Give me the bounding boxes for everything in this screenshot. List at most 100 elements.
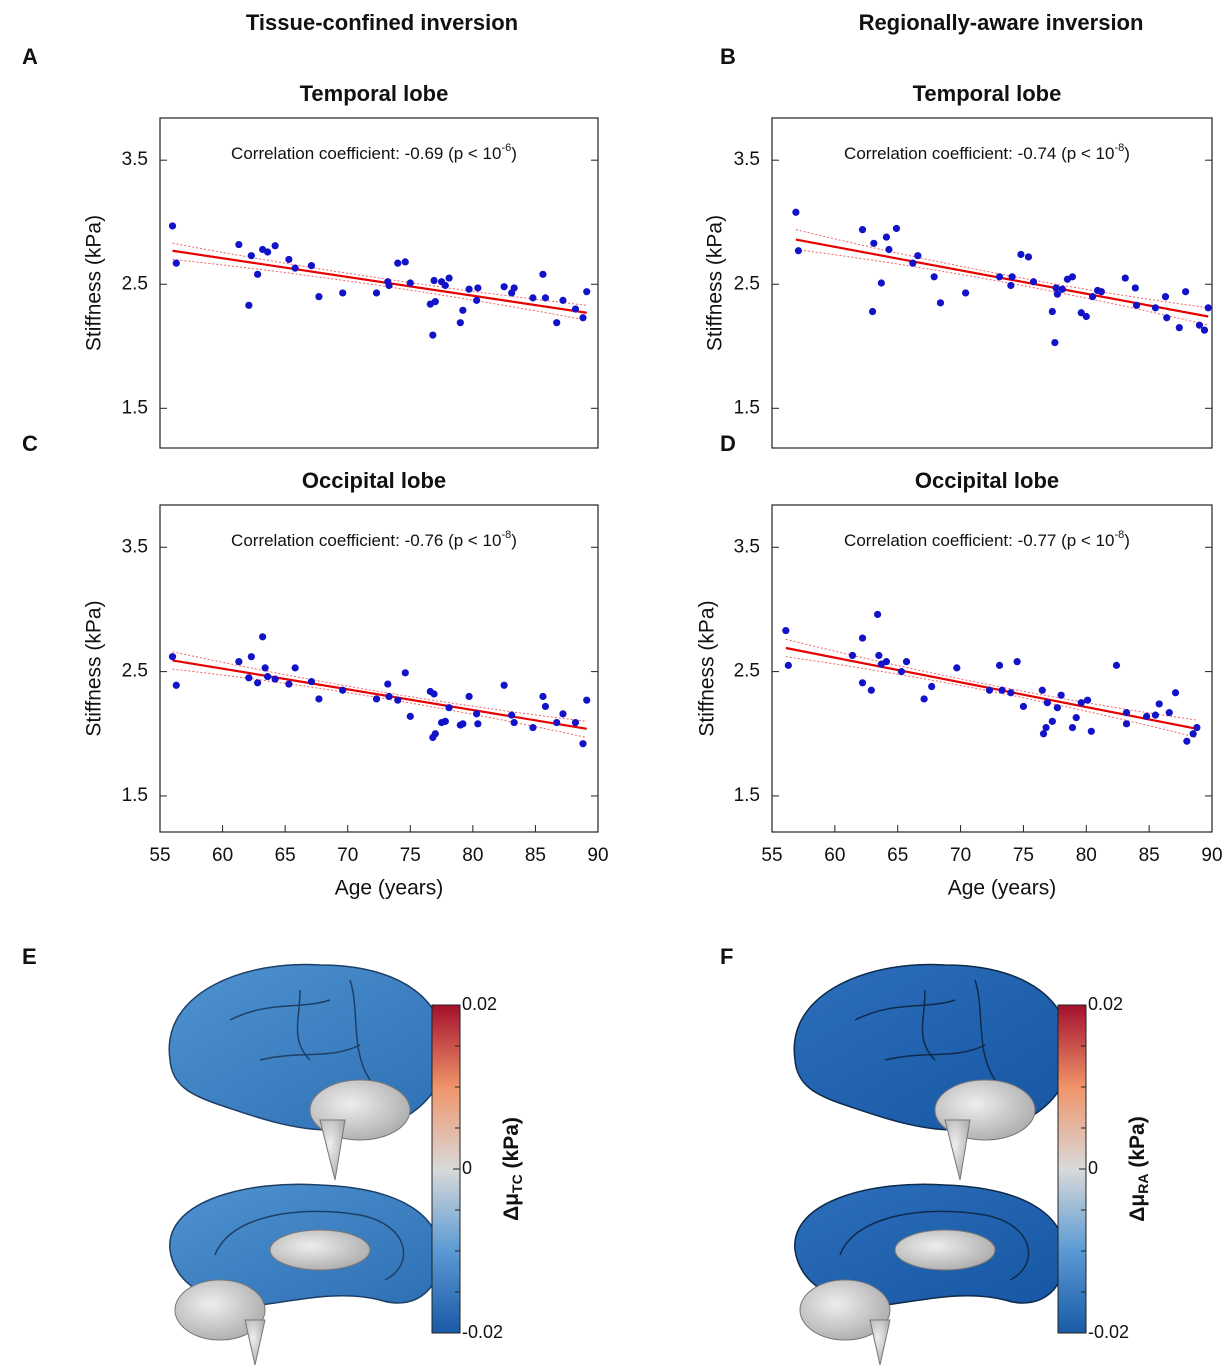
annotation: Correlation coefficient: -0.76 (p < 10-8… <box>231 529 517 551</box>
annotation-text: Correlation coefficient: -0.77 (p < 10 <box>844 531 1114 550</box>
data-point <box>235 240 243 249</box>
data-point <box>1183 737 1191 745</box>
x-tick-label: 90 <box>587 845 608 866</box>
data-point <box>285 255 293 264</box>
data-point <box>885 245 893 254</box>
annotation-end: ) <box>511 144 517 163</box>
data-point <box>1175 324 1183 332</box>
annotation-text: Correlation coefficient: -0.69 (p < 10 <box>231 144 501 163</box>
fit-line <box>172 249 587 314</box>
colorbar-label-subscript: TC <box>509 1174 525 1193</box>
plot-frame <box>159 117 599 449</box>
chart-title: Temporal lobe <box>913 81 1062 106</box>
data-point <box>1013 658 1021 666</box>
y-tick-label: 2.5 <box>734 273 760 294</box>
data-point <box>372 289 381 297</box>
data-point <box>500 283 508 291</box>
colorbar-tick-label: 0.02 <box>1088 994 1123 1014</box>
data-point <box>936 299 945 307</box>
data-point <box>1143 712 1151 720</box>
data-point <box>473 710 481 718</box>
plot-frame <box>159 504 599 833</box>
data-point <box>385 692 393 701</box>
data-point <box>858 634 867 642</box>
annotation-exponent: -8 <box>1114 142 1124 154</box>
data-point <box>406 712 414 720</box>
y-tick-label: 1.5 <box>122 397 148 418</box>
data-point <box>1122 720 1131 728</box>
data-point <box>1042 723 1050 732</box>
x-tick-label: 90 <box>1201 845 1222 866</box>
data-point <box>1058 285 1066 293</box>
data-point <box>394 259 402 267</box>
data-point <box>541 294 550 302</box>
data-point <box>1017 250 1025 259</box>
plot-frame <box>771 117 1213 449</box>
data-point <box>172 259 180 267</box>
colorbar-tick-label: 0 <box>1088 1158 1098 1178</box>
x-tick-label: 55 <box>761 845 782 866</box>
data-point <box>953 664 961 672</box>
data-point <box>897 668 906 676</box>
data-point <box>995 273 1004 281</box>
data-point <box>307 262 316 270</box>
panel-letter: A <box>22 44 38 69</box>
annotation-exponent: -8 <box>501 529 511 541</box>
confidence-band <box>795 229 1209 309</box>
data-point <box>1048 717 1056 725</box>
data-point <box>962 289 970 297</box>
data-point <box>1088 293 1097 301</box>
data-point <box>445 704 453 712</box>
data-point <box>858 679 867 687</box>
data-point <box>1007 689 1015 697</box>
data-point <box>465 692 473 701</box>
data-point <box>254 270 262 278</box>
data-point <box>1024 253 1033 261</box>
data-point <box>882 233 891 241</box>
data-point <box>1189 730 1197 738</box>
panel-letter: C <box>22 431 38 456</box>
data-point <box>902 658 911 666</box>
data-point <box>583 288 591 296</box>
data-point <box>1077 699 1085 707</box>
data-point <box>529 294 537 302</box>
colorbar-tick-label: -0.02 <box>1088 1322 1129 1342</box>
confidence-band <box>785 656 1198 738</box>
data-point <box>792 208 800 216</box>
data-point <box>1087 727 1095 735</box>
y-tick-label: 1.5 <box>122 785 148 806</box>
confidence-band <box>785 638 1197 721</box>
data-point <box>870 239 878 247</box>
y-axis-label: Stiffness (kPa) <box>83 215 106 351</box>
data-point <box>441 281 449 290</box>
annotation-end: ) <box>511 531 517 550</box>
colorbar-label-symbol: Δμ <box>500 1193 523 1221</box>
data-point <box>583 696 591 704</box>
data-point <box>1083 696 1092 704</box>
panel-letter: D <box>720 431 736 456</box>
data-point <box>1200 326 1209 334</box>
data-point <box>559 296 567 304</box>
colorbar-tick-label: 0.02 <box>462 994 497 1014</box>
data-point <box>394 696 402 704</box>
data-point <box>1151 711 1160 719</box>
y-axis-label: Stiffness (kPa) <box>696 600 719 736</box>
data-point <box>571 718 580 727</box>
data-point <box>235 658 243 666</box>
x-tick-label: 75 <box>400 845 421 866</box>
data-point <box>430 690 438 698</box>
data-point <box>1068 273 1077 281</box>
data-point <box>1204 304 1212 312</box>
x-axis-label: Age (years) <box>948 877 1057 900</box>
data-point <box>928 682 936 691</box>
data-point <box>1097 288 1105 296</box>
x-tick-label: 60 <box>824 845 845 866</box>
data-point <box>539 692 547 701</box>
annotation: Correlation coefficient: -0.69 (p < 10-6… <box>231 142 517 164</box>
data-point <box>1131 284 1139 292</box>
data-point <box>782 626 790 635</box>
data-point <box>510 718 518 727</box>
data-point <box>914 252 922 260</box>
data-point <box>553 718 561 727</box>
data-point <box>920 695 928 703</box>
